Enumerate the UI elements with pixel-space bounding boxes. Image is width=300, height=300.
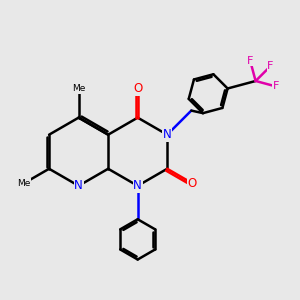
Text: Me: Me (17, 179, 31, 188)
Text: O: O (133, 82, 142, 95)
Text: F: F (247, 56, 253, 66)
Text: N: N (133, 179, 142, 192)
Text: Me: Me (72, 84, 85, 93)
Text: O: O (188, 177, 197, 190)
Text: N: N (74, 179, 83, 192)
Text: F: F (273, 82, 279, 92)
Text: F: F (267, 61, 274, 71)
Text: N: N (163, 128, 172, 141)
